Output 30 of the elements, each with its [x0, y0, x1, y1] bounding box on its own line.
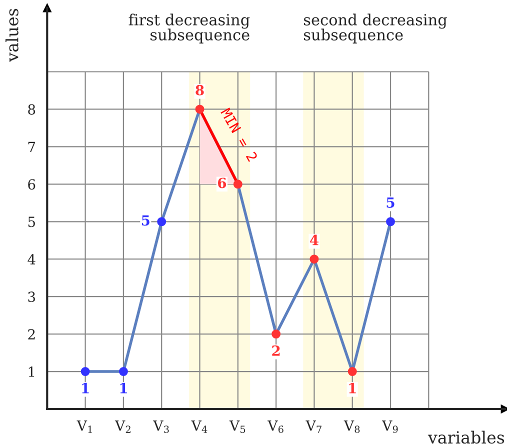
data-label: 2	[272, 345, 280, 356]
band-label: first decreasing subsequence	[128, 14, 250, 44]
y-tick-label: 5	[28, 216, 35, 228]
data-label: 8	[196, 84, 204, 96]
x-tick-label: V$_{1}$	[76, 420, 92, 433]
x-tick-label: V$_{3}$	[153, 420, 169, 433]
y-tick-label: 4	[28, 254, 36, 264]
y-tick-label: 1	[28, 366, 34, 377]
data-label: 6	[218, 178, 226, 188]
y-tick-label: 7	[28, 142, 36, 152]
y-tick-label: 8	[28, 104, 36, 115]
y-tick-label: 3	[28, 292, 36, 302]
band-label: second decreasing subsequence	[304, 14, 447, 44]
x-tick-label: V$_{8}$	[344, 420, 360, 433]
data-label: 1	[82, 382, 89, 394]
data-label: 5	[386, 198, 394, 208]
data-label: 1	[120, 382, 127, 394]
x-tick-label: V$_{2}$	[114, 420, 130, 433]
x-tick-label: V$_{4}$	[191, 420, 208, 433]
x-tick-label: V$_{9}$	[382, 420, 398, 433]
data-label: 5	[142, 215, 150, 226]
y-tick-label: 6	[28, 179, 36, 190]
data-label: 4	[310, 234, 318, 246]
data-label: 1	[349, 382, 356, 394]
x-tick-label: V$_{6}$	[268, 420, 284, 433]
x-axis-title: variables	[428, 430, 504, 444]
x-tick-label: V$_{7}$	[306, 420, 322, 433]
x-tick-label: V$_{5}$	[229, 420, 246, 433]
y-axis-title: values	[6, 8, 18, 62]
y-tick-label: 2	[28, 329, 35, 340]
